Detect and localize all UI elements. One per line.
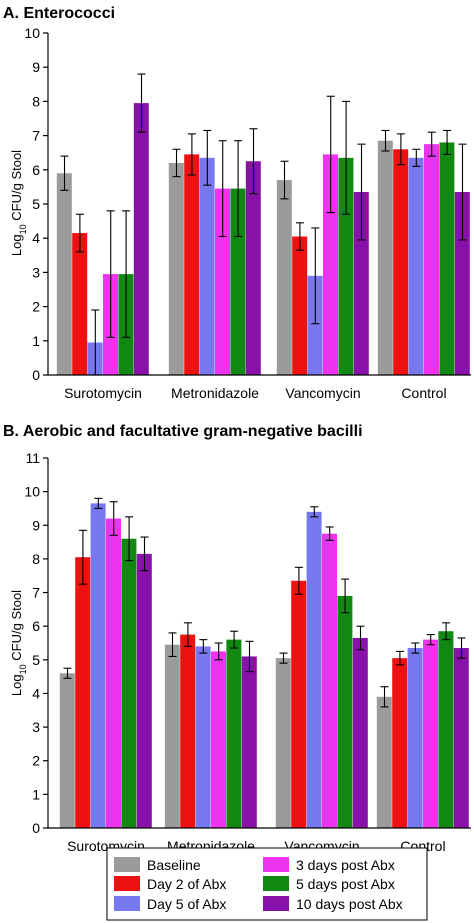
panel-a-y-tick-label: 7	[32, 128, 40, 144]
legend-label-post10: 10 days post Abx	[296, 896, 403, 912]
panel-b-y-tick-label: 7	[32, 585, 40, 601]
panel-a-y-tick-label: 2	[32, 299, 40, 315]
panel-a-bar	[215, 188, 230, 375]
panel-a-y-tick-label: 6	[32, 162, 40, 178]
panel-a-bars	[56, 73, 470, 376]
panel-b-bar	[423, 639, 438, 828]
legend: Baseline 3 days post Abx Day 2 of Abx 5 day…	[106, 847, 428, 921]
panel-b-y-tick-label: 9	[32, 517, 40, 533]
panel-a-bar	[292, 236, 308, 375]
panel-a-bar	[184, 154, 200, 375]
panel-a-bar	[245, 161, 261, 375]
panel-a-bar	[439, 142, 455, 375]
panel-a-y-axis-label: Log10 CFU/g Stool	[9, 150, 28, 256]
legend-label-baseline: Baseline	[147, 857, 201, 873]
legend-label-post5: 5 days post Abx	[296, 876, 395, 892]
panel-a-y-tick-label: 3	[32, 264, 40, 280]
panel-a-category-label: Vancomycin	[285, 385, 360, 401]
panel-a-bar	[393, 149, 409, 375]
panel-b-y-tick-label: 6	[32, 618, 40, 634]
panel-b-bar	[306, 511, 322, 828]
panel-a-bar	[168, 162, 184, 375]
panel-a-bar	[454, 192, 470, 375]
panel-a-bar	[323, 154, 338, 375]
panel-a-bar	[72, 233, 88, 375]
panel-a: A. Enterococci Log10 CFU/g Stool 0 1 2 3 4 5 6…	[3, 5, 471, 401]
panel-b-bar	[376, 696, 392, 828]
legend-swatch-post10	[263, 896, 289, 911]
panel-b-y-tick-label: 8	[32, 551, 40, 567]
legend-swatch-day5	[114, 896, 140, 911]
panel-b-y-tick-label: 1	[32, 786, 40, 802]
panel-b-title: B. Aerobic and facultative gram-negative…	[3, 423, 363, 440]
legend-swatch-post3	[263, 857, 289, 872]
panel-a-bar	[377, 140, 393, 375]
panel-b-bar	[180, 634, 196, 828]
panel-b-bar	[438, 631, 454, 828]
panel-a-bar	[230, 188, 246, 375]
panel-b-bar	[226, 639, 242, 828]
panel-b-y-tick-label: 0	[32, 820, 40, 836]
panel-b-bar	[392, 658, 408, 828]
panel-b-bar	[453, 648, 469, 828]
panel-b-bar	[164, 644, 180, 828]
panel-b-y-tick-label: 10	[24, 484, 40, 500]
legend-label-day2: Day 2 of Abx	[147, 876, 226, 892]
panel-a-bar	[199, 157, 215, 375]
panel-b-bar	[241, 656, 257, 828]
panel-a-title: A. Enterococci	[3, 5, 115, 22]
panel-b-bar	[59, 673, 75, 828]
panel-b-bar	[75, 557, 91, 828]
panel-a-bar	[56, 173, 72, 375]
panel-a-category-label: Surotomycin	[64, 385, 142, 401]
panel-b-bar	[322, 533, 337, 828]
legend-swatch-day2	[114, 876, 140, 891]
panel-b-bar	[352, 637, 368, 828]
panel-b-bar	[337, 595, 353, 828]
panel-b-bar	[407, 648, 423, 828]
legend-swatch-baseline	[114, 857, 140, 872]
panel-a-bar	[353, 192, 369, 375]
panel-b-y-tick-label: 4	[32, 685, 40, 701]
panel-b-bar	[195, 646, 211, 828]
panel-a-y-tick-label: 4	[32, 230, 40, 246]
panel-a-y-tick-label: 10	[24, 25, 40, 41]
panel-a-bar	[338, 157, 354, 375]
legend-label-day5: Day 5 of Abx	[147, 896, 226, 912]
panel-a-category-label: Metronidazole	[171, 385, 259, 401]
legend-swatch-post5	[263, 876, 289, 891]
panel-a-bar	[133, 103, 149, 376]
panel-b-y-tick-label: 11	[25, 450, 40, 466]
panel-b-bar	[291, 580, 307, 828]
panel-a-y-tick-label: 9	[32, 59, 40, 75]
panel-a-y-tick-label: 1	[32, 333, 40, 349]
panel-b-bars	[59, 497, 469, 828]
panel-b-y-axis-label: Log10 CFU/g Stool	[9, 590, 28, 696]
panel-a-category-label: Control	[401, 385, 446, 401]
panel-b: B. Aerobic and facultative gram-negative…	[3, 423, 471, 854]
panel-a-y-ticks: 0 1 2 3 4 5 6 7 8 9 10	[24, 25, 48, 383]
panel-a-y-tick-label: 8	[32, 93, 40, 109]
panel-b-bar	[211, 651, 226, 828]
panel-a-bar	[424, 144, 439, 375]
legend-items: Baseline 3 days post Abx Day 2 of Abx 5 day…	[114, 857, 403, 912]
legend-label-post3: 3 days post Abx	[296, 857, 395, 873]
panel-b-y-tick-label: 3	[32, 719, 40, 735]
panel-b-y-tick-label: 5	[32, 652, 40, 668]
panel-a-bar	[408, 157, 424, 375]
panel-b-bar	[121, 538, 137, 828]
panel-a-bar	[307, 275, 323, 375]
panel-b-bar	[275, 658, 291, 828]
panel-b-bar	[106, 518, 121, 828]
panel-b-bar	[90, 503, 106, 828]
panel-a-bar	[276, 180, 292, 375]
panel-a-y-tick-label: 0	[32, 367, 40, 383]
panel-a-y-tick-label: 5	[32, 196, 40, 212]
panel-b-y-ticks: 0 1 2 3 4 5 6 7 8 9 10 11	[24, 450, 48, 836]
panel-b-bar	[136, 553, 152, 828]
panel-a-category-labels: Surotomycin Metronidazole Vancomycin Contro…	[64, 385, 446, 401]
panel-b-y-tick-label: 2	[32, 753, 40, 769]
